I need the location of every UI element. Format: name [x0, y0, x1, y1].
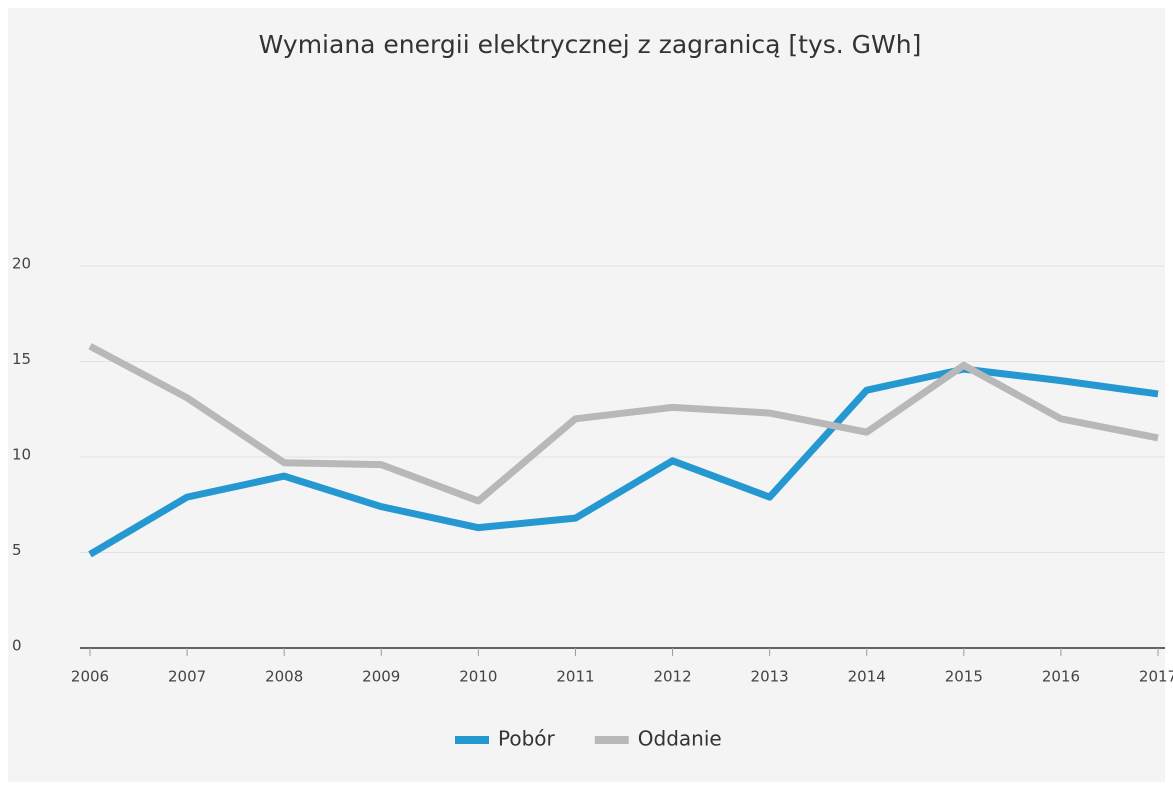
chart-title: Wymiana energii elektrycznej z zagranicą… — [259, 30, 922, 59]
x-tick-label: 2006 — [71, 668, 109, 686]
x-tick-label: 2008 — [265, 668, 303, 686]
y-tick-label: 15 — [12, 350, 31, 368]
x-tick-label: 2010 — [459, 668, 497, 686]
y-tick-label: 5 — [12, 541, 22, 559]
x-tick-label: 2014 — [848, 668, 886, 686]
series-line — [88, 343, 1159, 505]
x-tick-label: 2017 — [1139, 668, 1173, 686]
y-tick-label: 20 — [12, 255, 31, 273]
x-tick-label: 2013 — [751, 668, 789, 686]
chart-background — [8, 8, 1165, 782]
x-tick-label: 2011 — [556, 668, 594, 686]
y-tick-label: 10 — [12, 446, 31, 464]
x-tick-label: 2012 — [653, 668, 691, 686]
x-tick-label: 2007 — [168, 668, 206, 686]
x-tick-label: 2009 — [362, 668, 400, 686]
x-tick-label: 2015 — [945, 668, 983, 686]
legend-label: Pobór — [498, 727, 556, 751]
x-tick-label: 2016 — [1042, 668, 1080, 686]
y-tick-label: 0 — [12, 637, 22, 655]
legend-label: Oddanie — [638, 727, 722, 751]
